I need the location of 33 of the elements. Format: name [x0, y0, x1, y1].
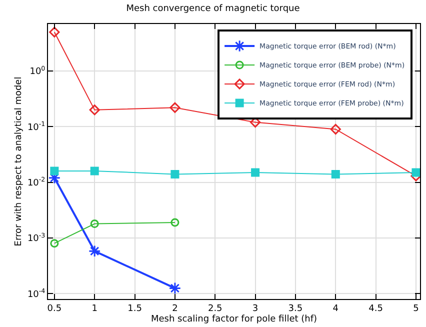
point [330, 124, 341, 135]
x-tick-label: 1.5 [128, 304, 142, 314]
point [90, 220, 99, 228]
point [331, 170, 340, 178]
chart-title: Mesh convergence of magnetic torque [126, 4, 300, 14]
point [170, 102, 180, 113]
x-tick-label: 4 [332, 304, 339, 314]
y-axis-title: Error with respect to analytical model [14, 76, 24, 246]
x-tick-label: 3.5 [288, 304, 303, 314]
x-tick-label: 4.5 [368, 304, 383, 314]
point [168, 282, 182, 294]
y-tick-label: 10$^{-1}$ [27, 121, 46, 133]
x-tick-label: 5 [413, 304, 419, 314]
x-tick-label: 0.5 [47, 304, 62, 314]
point [88, 244, 101, 258]
y-tick-label: 10$^{-4}$ [27, 288, 46, 300]
y-tick-label: 10$^{-2}$ [27, 176, 46, 188]
y-tick-label: 10$^{0}$ [30, 65, 46, 78]
x-tick-label: 2.5 [208, 304, 222, 314]
point [170, 170, 180, 178]
point [251, 168, 260, 177]
point [50, 166, 59, 176]
point [412, 168, 420, 177]
point [50, 239, 59, 248]
point [170, 218, 180, 227]
x-axis-title: Mesh scaling factor for pole fillet (hf) [150, 314, 318, 325]
y-tick-label: 10$^{-3}$ [27, 232, 46, 244]
point [90, 166, 99, 176]
point [89, 104, 100, 116]
x-tick-label: 2 [172, 304, 178, 314]
point [49, 26, 60, 38]
x-tick-label: 1 [92, 304, 98, 314]
x-tick-label: 3 [252, 304, 258, 314]
